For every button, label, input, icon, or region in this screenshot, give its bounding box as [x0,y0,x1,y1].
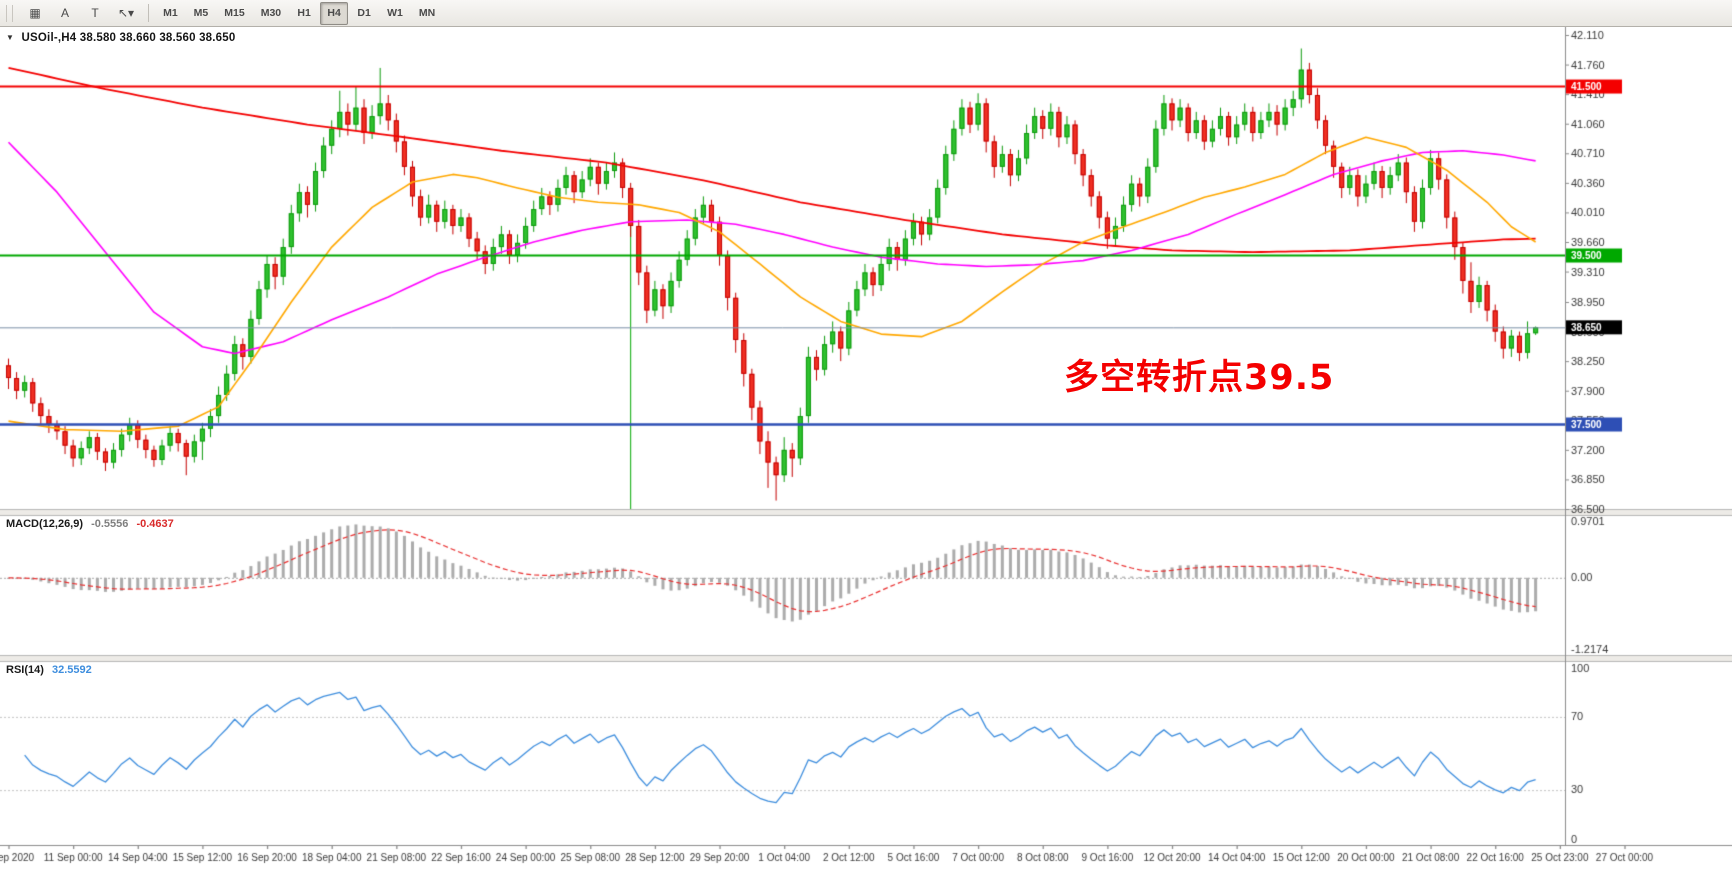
chart-title: ▼ USOil-,H4 38.580 38.660 38.560 38.650 [6,32,235,44]
macd-indicator-label: MACD(12,26,9) -0.5556 -0.4637 [6,518,174,530]
tf-button-d1[interactable]: D1 [357,6,371,19]
chart-annotation: 多空转折点39.5 [1064,358,1335,398]
chart-grid-icon[interactable]: ▦ [29,5,41,20]
rsi-indicator-label: RSI(14) 32.5592 [6,664,92,676]
chart-area: ▼ USOil-,H4 38.580 38.660 38.560 38.650 … [0,27,1732,889]
tf-button-h4[interactable]: H4 [320,1,349,25]
price-chart-canvas[interactable] [0,27,1732,889]
rsi-value: 32.5592 [51,664,92,676]
toolbar-grip[interactable] [6,4,13,22]
rsi-name: RSI(14) [6,664,44,676]
text-label-icon[interactable]: A [60,5,69,20]
tf-button-w1[interactable]: W1 [387,6,403,19]
toolbar-icons: ▦ A T ↖▾ [20,2,142,25]
text-box-icon[interactable]: T [91,5,99,20]
macd-name: MACD(12,26,9) [6,518,84,530]
tf-button-h1[interactable]: H1 [297,6,311,19]
pointer-icon[interactable]: ↖▾ [118,5,135,20]
chart-title-symbol: USOil-,H4 [21,32,77,44]
tf-button-m5[interactable]: M5 [193,6,209,19]
tf-button-m15[interactable]: M15 [224,6,245,19]
chart-title-quote: 38.580 38.660 38.560 38.650 [79,32,236,44]
tf-button-m1[interactable]: M1 [163,6,178,19]
tf-button-m30[interactable]: M30 [260,6,282,19]
chart-expand-icon[interactable]: ▼ [6,33,15,42]
toolbar-separator [148,4,150,22]
timeframe-buttons: M1 M5 M15 M30 H1 H4 D1 W1 MN [155,1,443,25]
macd-value-main: -0.5556 [91,518,129,530]
tf-button-mn[interactable]: MN [418,6,436,19]
macd-value-signal: -0.4637 [136,518,174,530]
toolbar: ▦ A T ↖▾ M1 M5 M15 M30 H1 H4 D1 W1 MN [0,0,1732,27]
